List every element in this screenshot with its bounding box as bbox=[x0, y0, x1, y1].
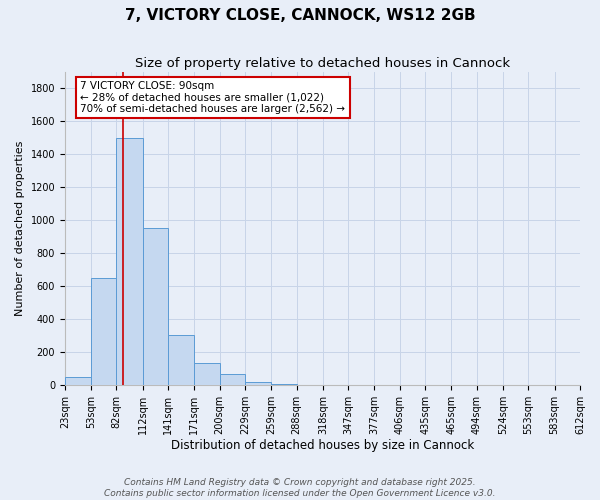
Bar bbox=[65, 376, 91, 385]
Bar bbox=[91, 278, 116, 385]
Title: Size of property relative to detached houses in Cannock: Size of property relative to detached ho… bbox=[135, 58, 510, 70]
Bar bbox=[220, 374, 245, 385]
Bar bbox=[168, 336, 194, 385]
Bar bbox=[271, 384, 296, 385]
Text: 7, VICTORY CLOSE, CANNOCK, WS12 2GB: 7, VICTORY CLOSE, CANNOCK, WS12 2GB bbox=[125, 8, 475, 22]
Bar bbox=[245, 382, 271, 385]
Bar bbox=[194, 362, 220, 385]
Bar bbox=[143, 228, 168, 385]
Bar bbox=[116, 138, 143, 385]
Text: 7 VICTORY CLOSE: 90sqm
← 28% of detached houses are smaller (1,022)
70% of semi-: 7 VICTORY CLOSE: 90sqm ← 28% of detached… bbox=[80, 81, 346, 114]
Y-axis label: Number of detached properties: Number of detached properties bbox=[15, 140, 25, 316]
X-axis label: Distribution of detached houses by size in Cannock: Distribution of detached houses by size … bbox=[171, 440, 474, 452]
Text: Contains HM Land Registry data © Crown copyright and database right 2025.
Contai: Contains HM Land Registry data © Crown c… bbox=[104, 478, 496, 498]
